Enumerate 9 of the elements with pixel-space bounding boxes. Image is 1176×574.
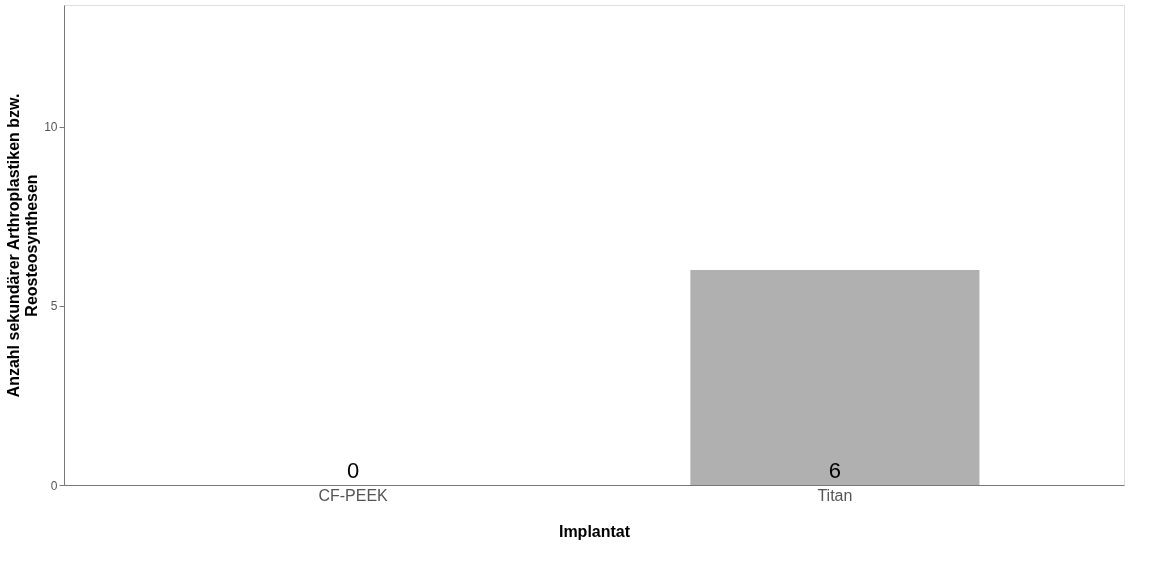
- x-tick-label: Titan: [817, 486, 853, 504]
- data-label: 0: [346, 458, 360, 483]
- y-tick-label: 0: [50, 478, 58, 493]
- data-label: 6: [828, 458, 842, 483]
- x-tick-label: CF-PEEK: [318, 486, 389, 504]
- y-axis-title: Anzahl sekundärer Arthroplastiken bzw. Reosteosynthesen: [5, 93, 41, 398]
- x-axis-title: Implantat: [558, 522, 631, 540]
- y-tick-label: 10: [44, 120, 58, 135]
- y-tick-label: 5: [50, 299, 58, 314]
